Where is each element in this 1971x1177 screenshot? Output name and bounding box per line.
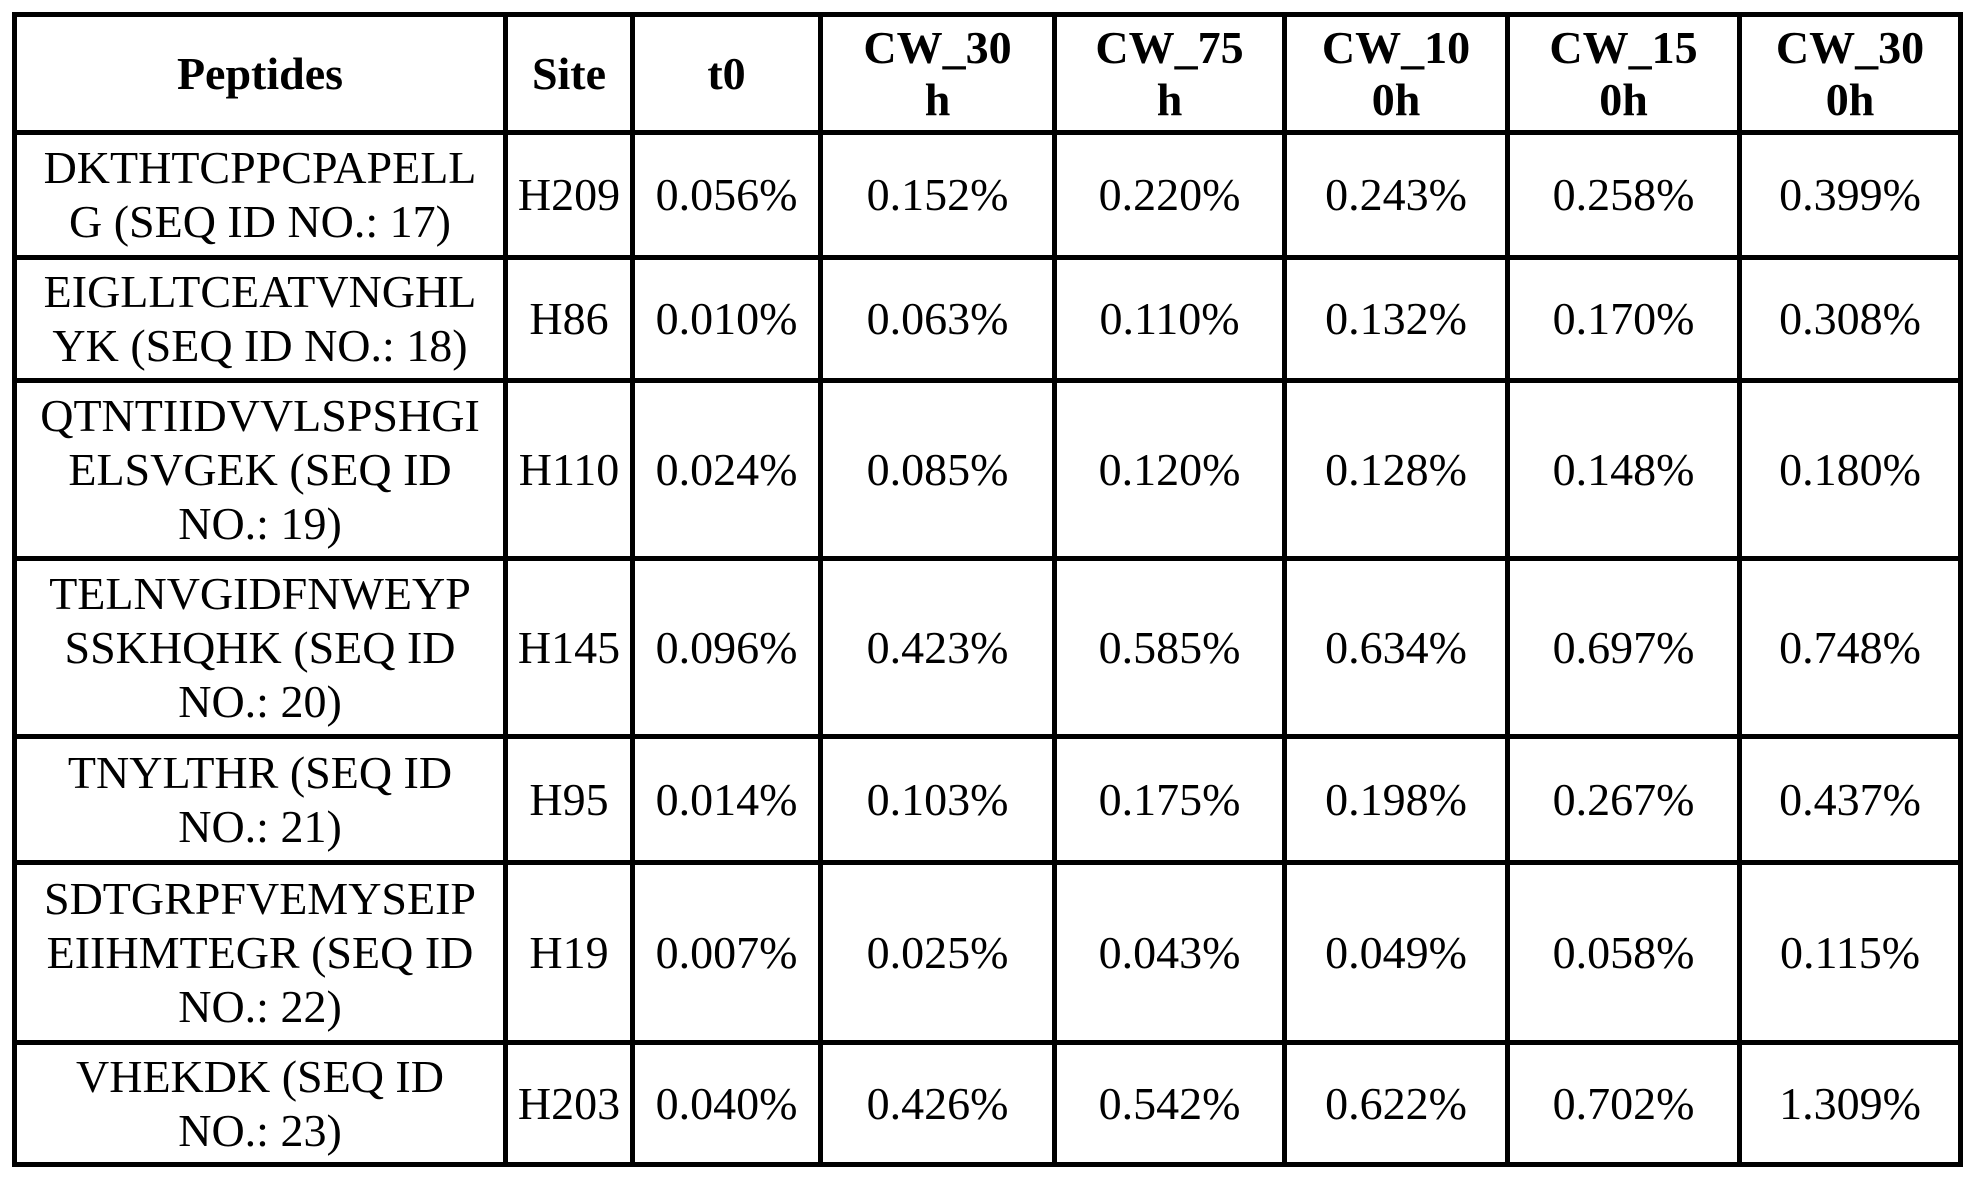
value-cell-t0: 0.096% [630,556,823,739]
value-cell-cw100h: 0.634% [1282,556,1510,739]
value-cell-cw75h: 0.120% [1052,378,1287,561]
header-cell-cw30h: CW_30 h [818,12,1057,135]
value-cell-cw75h: 0.220% [1052,130,1287,260]
table-row-4: TELNVGIDFNWEYP SSKHQHK (SEQ ID NO.: 20) … [12,556,1963,739]
value-cell-cw300h: 1.309% [1737,1040,1963,1167]
header-cell-cw100h: CW_10 0h [1282,12,1510,135]
value-cell-cw75h: 0.175% [1052,734,1287,865]
value-cell-cw30h: 0.025% [818,860,1057,1045]
value-cell-t0: 0.040% [630,1040,823,1167]
header-cell-cw150h: CW_15 0h [1505,12,1742,135]
value-cell-cw30h: 0.423% [818,556,1057,739]
value-cell-cw75h: 0.043% [1052,860,1287,1045]
value-cell-cw100h: 0.243% [1282,130,1510,260]
value-cell-cw300h: 0.399% [1737,130,1963,260]
document-page: Peptides Site t0 CW_30 h CW_75 h CW_10 0… [12,12,1963,1167]
header-cell-t0: t0 [630,12,823,135]
value-cell-cw150h: 0.697% [1505,556,1742,739]
value-cell-cw100h: 0.622% [1282,1040,1510,1167]
value-cell-cw150h: 0.148% [1505,378,1742,561]
value-cell-t0: 0.024% [630,378,823,561]
peptide-cell: SDTGRPFVEMYSEIP EIIHMTEGR (SEQ ID NO.: 2… [12,860,508,1045]
value-cell-cw300h: 0.115% [1737,860,1963,1045]
site-cell: H86 [503,255,635,383]
value-cell-cw150h: 0.258% [1505,130,1742,260]
value-cell-cw150h: 0.058% [1505,860,1742,1045]
value-cell-cw100h: 0.049% [1282,860,1510,1045]
value-cell-cw30h: 0.152% [818,130,1057,260]
value-cell-cw100h: 0.132% [1282,255,1510,383]
table-row-5: TNYLTHR (SEQ ID NO.: 21) H95 0.014% 0.10… [12,734,1963,865]
value-cell-cw300h: 0.748% [1737,556,1963,739]
value-cell-cw300h: 0.308% [1737,255,1963,383]
header-cell-site: Site [503,12,635,135]
peptide-cell: EIGLLTCEATVNGHL YK (SEQ ID NO.: 18) [12,255,508,383]
table-row-2: EIGLLTCEATVNGHL YK (SEQ ID NO.: 18) H86 … [12,255,1963,383]
value-cell-t0: 0.014% [630,734,823,865]
table-row-3: QTNTIIDVVLSPSHGI ELSVGEK (SEQ ID NO.: 19… [12,378,1963,561]
site-cell: H209 [503,130,635,260]
site-cell: H95 [503,734,635,865]
value-cell-cw100h: 0.128% [1282,378,1510,561]
value-cell-cw75h: 0.542% [1052,1040,1287,1167]
value-cell-cw75h: 0.585% [1052,556,1287,739]
value-cell-cw150h: 0.267% [1505,734,1742,865]
value-cell-t0: 0.010% [630,255,823,383]
value-cell-cw100h: 0.198% [1282,734,1510,865]
value-cell-t0: 0.056% [630,130,823,260]
table-header-row: Peptides Site t0 CW_30 h CW_75 h CW_10 0… [12,12,1963,135]
header-cell-cw300h: CW_30 0h [1737,12,1963,135]
header-cell-peptides: Peptides [12,12,508,135]
site-cell: H110 [503,378,635,561]
peptide-deamidation-table: Peptides Site t0 CW_30 h CW_75 h CW_10 0… [12,12,1963,1167]
table-row-7: VHEKDK (SEQ ID NO.: 23) H203 0.040% 0.42… [12,1040,1963,1167]
value-cell-cw30h: 0.085% [818,378,1057,561]
value-cell-cw150h: 0.702% [1505,1040,1742,1167]
value-cell-cw30h: 0.426% [818,1040,1057,1167]
peptide-cell: TNYLTHR (SEQ ID NO.: 21) [12,734,508,865]
peptide-cell: QTNTIIDVVLSPSHGI ELSVGEK (SEQ ID NO.: 19… [12,378,508,561]
table-row-6: SDTGRPFVEMYSEIP EIIHMTEGR (SEQ ID NO.: 2… [12,860,1963,1045]
value-cell-cw300h: 0.437% [1737,734,1963,865]
peptide-cell: VHEKDK (SEQ ID NO.: 23) [12,1040,508,1167]
site-cell: H145 [503,556,635,739]
table-row-1: DKTHTCPPCPAPELL G (SEQ ID NO.: 17) H209 … [12,130,1963,260]
value-cell-cw30h: 0.103% [818,734,1057,865]
site-cell: H19 [503,860,635,1045]
header-cell-cw75h: CW_75 h [1052,12,1287,135]
value-cell-cw30h: 0.063% [818,255,1057,383]
peptide-cell: DKTHTCPPCPAPELL G (SEQ ID NO.: 17) [12,130,508,260]
peptide-cell: TELNVGIDFNWEYP SSKHQHK (SEQ ID NO.: 20) [12,556,508,739]
value-cell-cw75h: 0.110% [1052,255,1287,383]
value-cell-cw150h: 0.170% [1505,255,1742,383]
value-cell-cw300h: 0.180% [1737,378,1963,561]
value-cell-t0: 0.007% [630,860,823,1045]
site-cell: H203 [503,1040,635,1167]
